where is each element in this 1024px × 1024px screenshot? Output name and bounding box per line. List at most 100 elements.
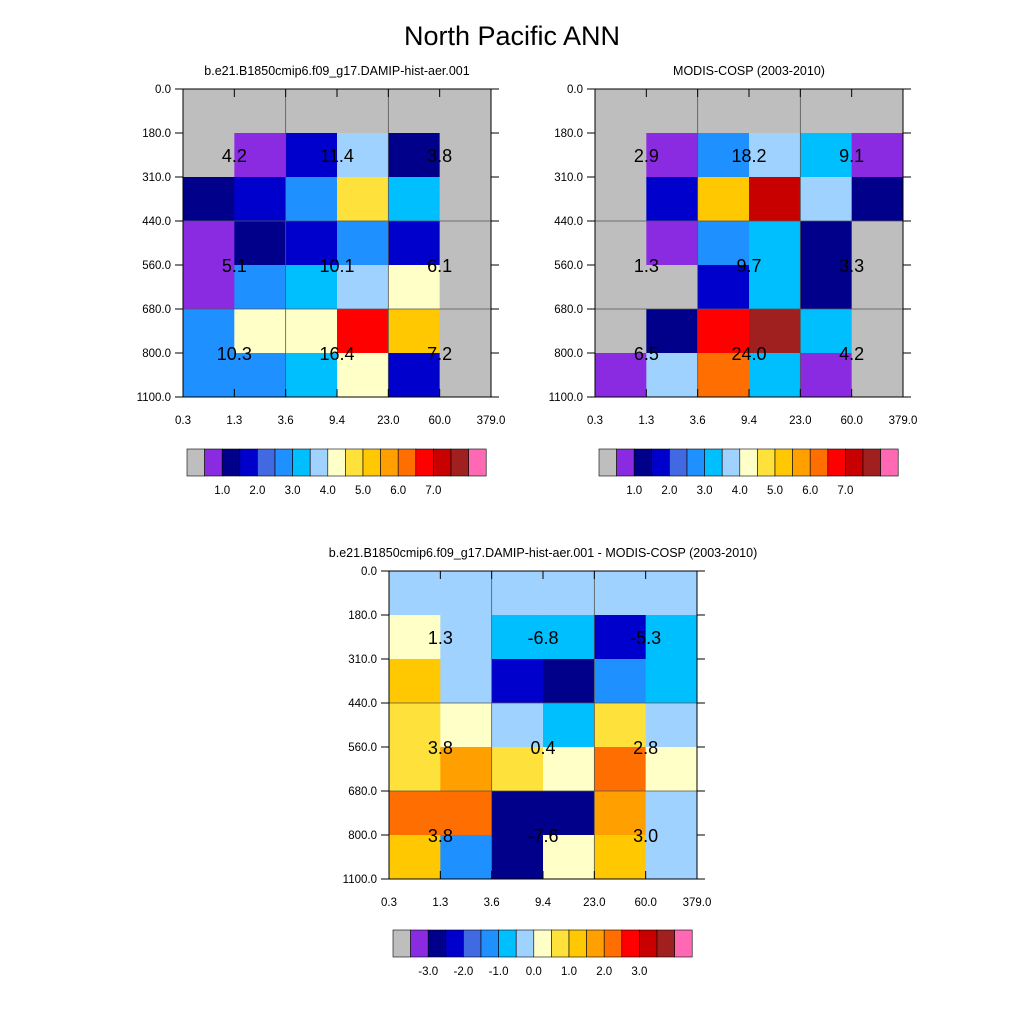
colorbar-box	[651, 448, 670, 477]
heatmap-cell	[388, 133, 441, 178]
cell-value-label: -7.6	[527, 826, 558, 846]
cell-value-label: 18.2	[731, 146, 766, 166]
y-tick-label: 560.0	[142, 260, 171, 272]
cell-value-label: 6.5	[634, 344, 659, 364]
colorbar-box	[686, 448, 705, 477]
heatmap-cell	[749, 309, 801, 354]
heatmap-cell	[800, 89, 853, 134]
colorbar-label: 5.0	[767, 485, 783, 497]
y-tick-label: 440.0	[142, 216, 171, 228]
x-tick-label: 60.0	[840, 415, 862, 427]
colorbar-box	[533, 929, 552, 958]
heatmap-cell	[234, 221, 287, 266]
colorbar-label: 6.0	[802, 485, 818, 497]
heatmap-cell	[645, 791, 698, 836]
colorbar-label: 2.0	[661, 485, 677, 497]
panel-title: b.e21.B1850cmip6.f09_g17.DAMIP-hist-aer.…	[329, 546, 757, 560]
colorbar-box	[774, 448, 793, 477]
heatmap-cell	[595, 352, 647, 398]
colorbar-box	[862, 448, 881, 477]
heatmap-cell	[183, 133, 235, 178]
y-tick-label: 680.0	[554, 304, 583, 316]
heatmap-cell	[697, 352, 750, 398]
colorbar: 1.0 2.0 3.0 4.0 5.0 6.0 7.0	[186, 448, 487, 497]
heatmap-cell	[851, 221, 904, 266]
heatmap-cell	[594, 658, 647, 704]
y-tick-label: 680.0	[348, 786, 377, 798]
x-tick-label: 3.6	[278, 415, 294, 427]
colorbar-box	[621, 929, 640, 958]
y-tick-label: 310.0	[554, 172, 583, 184]
heatmap-cell	[543, 571, 595, 616]
x-tick-label: 379.0	[477, 415, 506, 427]
y-tick-label: 800.0	[554, 348, 583, 360]
colorbar-box	[480, 929, 499, 958]
cell-value-label: 3.8	[427, 146, 452, 166]
panel-3: b.e21.B1850cmip6.f09_g17.DAMIP-hist-aer.…	[329, 546, 757, 978]
heatmap-cell	[439, 264, 492, 310]
heatmap-cell	[183, 309, 235, 354]
x-tick-label: 3.6	[690, 415, 706, 427]
y-tick-label: 800.0	[142, 348, 171, 360]
x-tick-label: 23.0	[789, 415, 811, 427]
heatmap-cell	[285, 89, 338, 134]
heatmap-cell	[800, 176, 853, 222]
colorbar-box	[415, 448, 434, 477]
heatmap-cell	[543, 703, 595, 748]
heatmap-cell	[594, 834, 647, 880]
y-tick-label: 0.0	[155, 84, 171, 96]
cell-value-label: 9.1	[839, 146, 864, 166]
heatmap-cell	[491, 571, 544, 616]
colorbar-box	[757, 448, 776, 477]
heatmap-cell	[285, 309, 338, 354]
heatmap-cell	[389, 834, 441, 880]
heatmap-cell	[439, 89, 492, 134]
heatmap-cell	[800, 352, 853, 398]
panel-title: MODIS-COSP (2003-2010)	[673, 64, 825, 78]
heatmap-cell	[440, 658, 493, 704]
heatmap-cell	[646, 89, 699, 134]
heatmap-cell	[285, 352, 338, 398]
colorbar-box	[292, 448, 311, 477]
colorbar: 1.0 2.0 3.0 4.0 5.0 6.0 7.0	[598, 448, 899, 497]
heatmap-cell	[491, 746, 544, 792]
colorbar: -3.0 -2.0 -1.0 0.0 1.0 2.0 3.0	[392, 929, 693, 978]
heatmap-cell	[646, 133, 699, 178]
y-tick-label: 310.0	[348, 654, 377, 666]
colorbar-box	[327, 448, 346, 477]
colorbar-label: 4.0	[732, 485, 748, 497]
heatmap-cell	[749, 221, 801, 266]
heatmap-cell	[388, 89, 441, 134]
colorbar-label: -1.0	[489, 966, 509, 978]
heatmap-cell	[285, 221, 338, 266]
colorbar-box	[274, 448, 293, 477]
heatmap-cell	[749, 133, 801, 178]
heatmap-cell	[697, 221, 750, 266]
colorbar-box	[392, 929, 411, 958]
heatmap-cell	[800, 264, 853, 310]
colorbar-label: 7.0	[425, 485, 441, 497]
y-tick-label: 440.0	[348, 698, 377, 710]
heatmap-cell	[851, 133, 904, 178]
cell-value-label: 7.2	[427, 344, 452, 364]
cell-value-label: 10.1	[319, 256, 354, 276]
heatmap-cell	[389, 571, 441, 616]
heatmap-cell	[595, 264, 647, 310]
cell-value-label: 10.3	[217, 344, 252, 364]
cell-value-label: 16.4	[319, 344, 354, 364]
heatmap-cell	[851, 309, 904, 354]
colorbar-box	[551, 929, 570, 958]
x-tick-label: 9.4	[741, 415, 758, 427]
x-tick-label: 23.0	[583, 897, 605, 909]
colorbar-box	[410, 929, 429, 958]
cell-value-label: 4.2	[839, 344, 864, 364]
heatmap-cell	[285, 264, 338, 310]
heatmap-cell	[595, 221, 647, 266]
heatmap-cell	[749, 264, 801, 310]
colorbar-box	[586, 929, 605, 958]
colorbar-box	[463, 929, 482, 958]
heatmap-cell	[851, 176, 904, 222]
heatmap-cell	[594, 571, 647, 616]
x-tick-label: 60.0	[634, 897, 656, 909]
heatmap-cell	[595, 133, 647, 178]
